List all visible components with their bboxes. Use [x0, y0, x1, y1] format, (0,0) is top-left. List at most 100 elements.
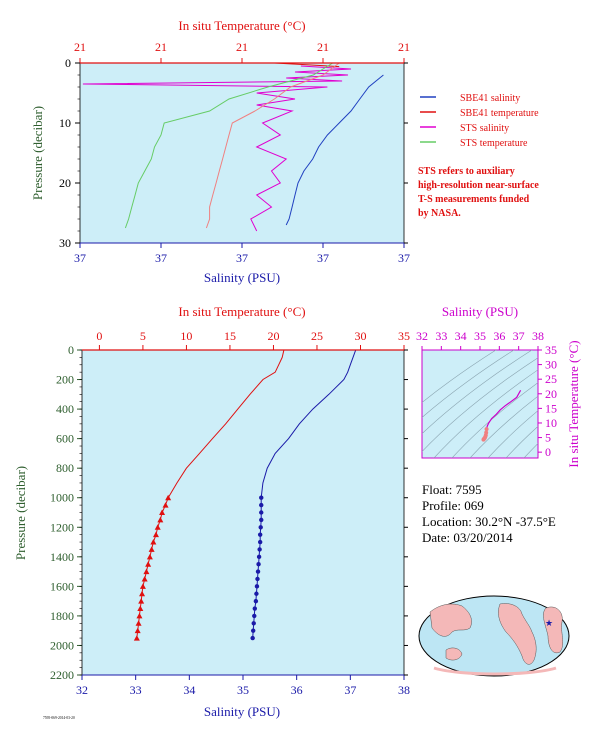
ts-density-contour: [487, 410, 538, 458]
main-temperature-marker: [159, 509, 166, 515]
main-temperature-marker: [145, 561, 152, 567]
top-profile-lines: [82, 62, 384, 232]
main-salinity-tick-label: 35: [237, 683, 249, 697]
main-salinity-marker: [259, 517, 264, 523]
main-temperature-marker: [141, 575, 148, 582]
ts-density-contour: [505, 425, 538, 458]
legend-label-sbe41-salinity: SBE41 salinity: [460, 93, 520, 104]
main-salinity-marker: [256, 562, 261, 567]
main-salinity-marker: [257, 539, 263, 545]
main-pressure-tick-label: 200: [56, 373, 74, 387]
top-salinity-tick-label: 37: [74, 251, 86, 265]
main-salinity-axis-title: Salinity (PSU): [204, 704, 280, 719]
float-id-text: Float: 7595: [422, 482, 482, 497]
main-temperature-marker: [148, 546, 155, 552]
main-pressure-tick-label: 1800: [50, 609, 74, 623]
sts-note: STS refers to auxiliary high-resolution …: [418, 166, 539, 219]
top-series-line: [124, 62, 333, 229]
ts-density-contour: [422, 350, 515, 418]
ts-temperature-tick-label: 0: [545, 445, 551, 459]
top-temperature-tick-label: 21: [398, 40, 410, 54]
main-salinity-marker: [258, 525, 263, 530]
main-pressure-tick-label: 0: [68, 343, 74, 357]
main-temperature-marker: [136, 612, 143, 619]
ts-temperature-tick-label: 20: [545, 387, 557, 401]
ts-density-contour: [451, 382, 538, 458]
main-temperature-tick-label: 5: [140, 329, 146, 343]
main-salinity-marker: [254, 584, 260, 589]
main-panel: 0 5 10 15 20 25 30 35 32 33 34 35 36 37 38 0 200 400 600 80…: [13, 304, 410, 719]
ts-temperature-tick-label: 5: [545, 431, 551, 445]
sts-note-line-3: T-S measurements funded: [418, 194, 530, 205]
ts-salinity-tick-label: 32: [416, 329, 428, 343]
top-pressure-tick-label: 0: [65, 56, 71, 70]
sts-note-line-4: by NASA.: [418, 208, 461, 219]
main-salinity-marker: [256, 554, 262, 560]
location-text: Location: 30.2°N -37.5°E: [422, 514, 556, 529]
top-pressure-tick-label: 10: [59, 116, 71, 130]
main-salinity-marker: [259, 510, 264, 515]
footer-file-label: 7595-069-2014-03-20: [43, 716, 75, 720]
ts-salinity-tick-label: 33: [435, 329, 447, 343]
main-salinity-marker: [252, 606, 258, 611]
main-temperature-marker: [139, 583, 146, 589]
float-location-marker: ★: [545, 618, 553, 628]
legend-label-sts-temperature: STS temperature: [460, 138, 528, 149]
map-landmass-africa-europe: [543, 606, 563, 654]
main-salinity-tick-label: 32: [76, 683, 88, 697]
ts-salinity-tick-label: 35: [474, 329, 486, 343]
ts-temperature-tick-label: 10: [545, 416, 557, 430]
main-salinity-marker: [252, 613, 257, 619]
main-temperature-marker: [154, 524, 161, 530]
legend-label-sts-salinity: STS salinity: [460, 123, 509, 134]
main-salinity-marker: [255, 576, 260, 582]
main-salinity-tick-label: 37: [344, 683, 356, 697]
main-salinity-marker: [255, 569, 261, 574]
world-map: ★: [418, 595, 570, 677]
top-temperature-tick-label: 21: [317, 40, 329, 54]
main-salinity-marker: [257, 547, 262, 552]
map-landmass-americas: [498, 603, 537, 665]
main-salinity-tick-label: 33: [130, 683, 142, 697]
main-temperature-tick-label: 35: [398, 329, 410, 343]
ts-density-contour: [523, 443, 538, 458]
legend-label-sbe41-temperature: SBE41 temperature: [460, 108, 539, 119]
top-salinity-axis-title: Salinity (PSU): [204, 270, 280, 285]
main-salinity-marker: [259, 495, 264, 500]
ts-profile-point: [484, 427, 489, 432]
main-pressure-tick-label: 400: [56, 402, 74, 416]
main-pressure-axis-title: Pressure (decibar): [13, 466, 28, 560]
main-temperature-marker: [165, 494, 172, 501]
main-salinity-marker: [250, 635, 255, 641]
date-text: Date: 03/20/2014: [422, 530, 513, 545]
ts-temperature-tick-label: 30: [545, 358, 557, 372]
main-salinity-tick-label: 34: [183, 683, 195, 697]
main-temperature-tick-label: 0: [96, 329, 102, 343]
main-temperature-marker: [152, 531, 159, 538]
top-series-line: [205, 62, 340, 229]
main-pressure-tick-label: 800: [56, 461, 74, 475]
top-plot-background: [79, 62, 405, 244]
ts-salinity-tick-label: 37: [513, 329, 525, 343]
main-temperature-tick-label: 25: [311, 329, 323, 343]
main-temperature-tick-label: 20: [267, 329, 279, 343]
ts-salinity-tick-label: 34: [455, 329, 467, 343]
top-salinity-tick-label: 37: [317, 251, 329, 265]
main-profile-lines: [133, 349, 357, 641]
main-pressure-tick-label: 600: [56, 432, 74, 446]
main-temperature-marker: [162, 502, 169, 508]
main-salinity-marker: [253, 598, 259, 604]
float-info: Float: 7595 Profile: 069 Location: 30.2°…: [422, 482, 556, 545]
top-salinity-tick-label: 37: [155, 251, 167, 265]
main-temperature-marker: [157, 516, 164, 523]
ts-plot-background: [421, 349, 539, 459]
profile-number-text: Profile: 069: [422, 498, 484, 513]
ts-temperature-tick-label: 25: [545, 372, 557, 386]
main-salinity-marker: [254, 591, 259, 596]
main-salinity-tick-label: 36: [291, 683, 303, 697]
main-temperature-marker: [138, 598, 145, 604]
main-salinity-marker: [251, 621, 256, 626]
main-temperature-axis-title: In situ Temperature (°C): [178, 304, 305, 319]
